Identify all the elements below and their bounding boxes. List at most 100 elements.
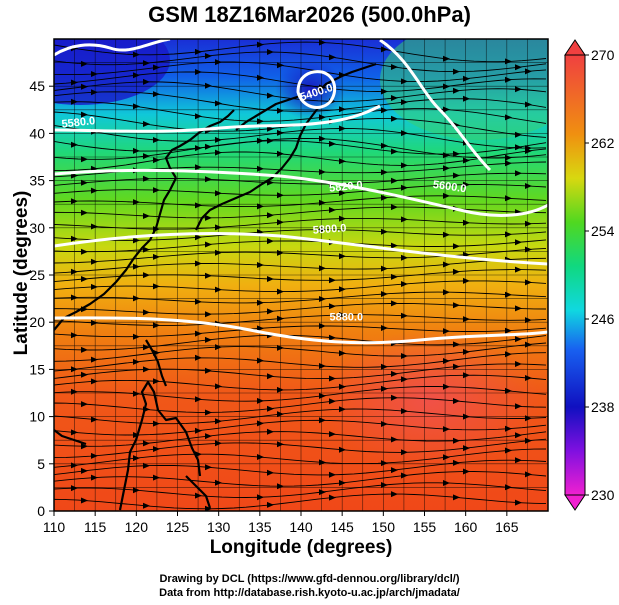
streamline-arrow: [443, 328, 450, 335]
y-tick-label: 25: [29, 267, 45, 283]
streamline-arrow: [91, 283, 98, 290]
streamline-arrow: [381, 88, 388, 95]
streamline-arrow: [143, 153, 150, 160]
streamline: [54, 374, 547, 391]
streamline-arrow: [195, 260, 202, 267]
streamline-arrow: [153, 91, 160, 98]
streamline-arrow: [267, 469, 274, 476]
streamline-arrow: [319, 135, 326, 142]
streamline-arrow: [401, 254, 408, 261]
streamline-arrow: [319, 265, 326, 272]
streamline-arrow: [91, 416, 98, 423]
y-tick-label: 0: [37, 503, 45, 519]
streamline-arrow: [257, 118, 264, 125]
streamline-arrow: [463, 445, 470, 452]
colorbar: 230 238 246 254 262 270: [564, 39, 615, 511]
streamline-arrow: [205, 433, 212, 440]
streamline-arrow: [443, 426, 450, 433]
streamline-arrow: [143, 366, 150, 373]
streamline-arrow: [267, 92, 274, 99]
height-contours: [54, 39, 548, 345]
streamline-arrow: [329, 494, 336, 501]
streamline-arrow: [453, 150, 460, 157]
x-tick-label: 135: [248, 519, 272, 535]
streamline-arrow: [257, 357, 264, 364]
streamline-arrow: [215, 383, 222, 390]
streamline-arrow: [339, 406, 346, 413]
streamline-arrow: [515, 239, 522, 246]
streamline-arrow: [133, 51, 140, 58]
streamline-arrow: [257, 494, 264, 501]
streamline-arrow: [329, 334, 336, 341]
streamline-arrow: [277, 288, 284, 295]
streamline-arrow: [205, 272, 212, 279]
streamline-arrow: [339, 253, 346, 260]
streamline-arrow: [257, 420, 264, 427]
streamline-arrow: [505, 484, 512, 491]
streamline-arrow: [319, 296, 326, 302]
streamline: [54, 172, 547, 186]
streamline-arrow: [257, 262, 264, 268]
streamline-arrow: [453, 268, 460, 275]
streamline-arrow: [443, 83, 450, 90]
contour-5400: [54, 39, 171, 57]
streamline-arrow: [329, 277, 336, 284]
streamline-arrow: [71, 332, 78, 339]
streamline-arrow: [195, 298, 202, 305]
streamline-arrow: [319, 459, 326, 466]
streamline-arrow: [257, 299, 264, 306]
streamline-arrow: [81, 83, 88, 90]
streamline-arrow: [91, 187, 98, 194]
wind-streamlines: [54, 39, 547, 511]
streamline-arrow: [133, 237, 140, 244]
streamline-arrow: [71, 388, 78, 395]
streamline-arrow: [443, 358, 450, 364]
streamline-arrow: [401, 281, 408, 287]
streamline-arrow: [195, 330, 202, 337]
streamline-arrow: [453, 341, 460, 348]
contour-5820: [54, 232, 548, 266]
streamline-arrow: [81, 497, 88, 504]
streamline-arrow: [153, 187, 160, 194]
streamline-arrow: [339, 125, 346, 132]
streamline-arrow: [257, 454, 264, 460]
streamline-arrow: [525, 471, 532, 478]
streamline-arrow: [463, 413, 470, 420]
streamline: [54, 229, 547, 241]
streamline: [54, 217, 547, 230]
streamline: [54, 363, 547, 380]
streamline-arrow: [391, 467, 398, 474]
streamline: [54, 493, 547, 510]
streamline-arrow: [267, 501, 274, 508]
streamline-arrow: [257, 203, 264, 210]
streamline-arrow: [505, 425, 512, 432]
colorbar-tick-label: 230: [591, 487, 615, 503]
streamline-arrow: [443, 480, 450, 486]
streamline-arrow: [153, 322, 160, 329]
y-tick-label: 40: [29, 125, 45, 141]
streamline-arrow: [267, 405, 274, 412]
contour-5580: [54, 104, 381, 133]
streamline-arrow: [443, 55, 450, 62]
streamline-arrow: [71, 485, 78, 492]
streamline-arrow: [205, 367, 212, 374]
streamline-arrow: [215, 59, 222, 66]
streamline-arrow: [505, 351, 512, 358]
x-tick-label: 130: [207, 519, 231, 535]
streamline-arrow: [401, 449, 408, 456]
streamline: [54, 239, 547, 253]
streamline-arrow: [133, 103, 140, 110]
streamline-arrow: [153, 137, 160, 143]
streamline-arrow: [391, 177, 398, 184]
streamline-arrow: [339, 190, 346, 196]
x-axis-ticks: 110 115 120 125 130 135 140 145 150 155 160 165: [43, 511, 519, 535]
x-tick-label: 125: [166, 519, 190, 535]
streamline-arrow: [195, 354, 202, 361]
streamline-arrow: [143, 246, 150, 253]
streamline-arrow: [453, 494, 460, 501]
streamline: [54, 302, 547, 315]
streamline-arrow: [205, 409, 212, 416]
streamline-arrow: [143, 121, 150, 127]
contour-label: 5600.0: [432, 179, 467, 196]
streamline-arrow: [205, 214, 212, 221]
